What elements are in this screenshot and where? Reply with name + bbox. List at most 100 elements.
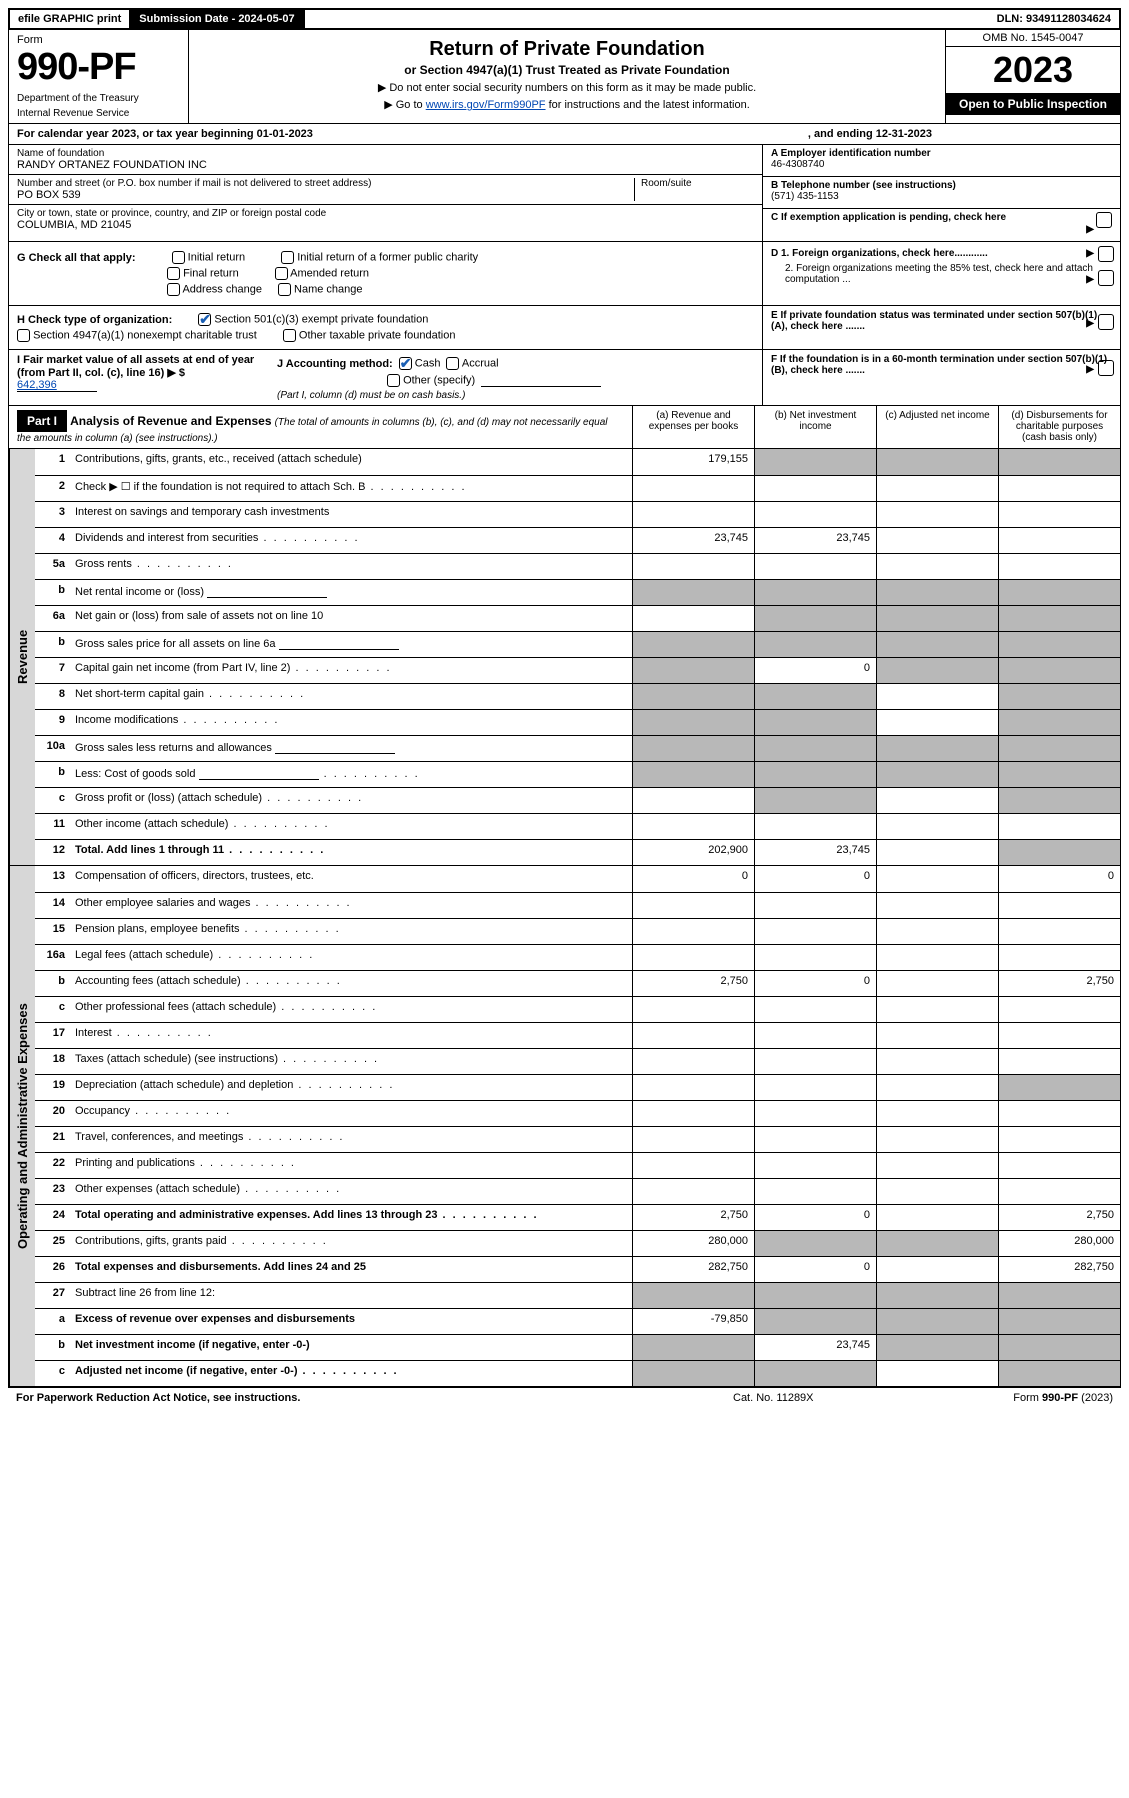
cell-d <box>998 502 1120 527</box>
table-row: 27Subtract line 26 from line 12: <box>35 1282 1120 1308</box>
footer-right: Form 990-PF (2023) <box>933 1392 1113 1404</box>
info-right: A Employer identification number 46-4308… <box>762 145 1120 241</box>
cb-amended[interactable] <box>275 267 288 280</box>
h-opt3: Other taxable private foundation <box>299 329 456 341</box>
cell-a <box>632 710 754 735</box>
cell-a <box>632 684 754 709</box>
cb-accrual[interactable] <box>446 357 459 370</box>
table-row: 21Travel, conferences, and meetings <box>35 1126 1120 1152</box>
cb-d1[interactable] <box>1098 246 1114 262</box>
g-section: G Check all that apply: Initial return I… <box>8 242 1121 306</box>
cell-c <box>876 1335 998 1360</box>
row-num: 5a <box>35 554 69 579</box>
cell-d: 2,750 <box>998 1205 1120 1230</box>
row-desc: Contributions, gifts, grants, etc., rece… <box>69 449 632 475</box>
arrow-icon: ▶ <box>1086 248 1094 259</box>
other-specify-input[interactable] <box>481 373 601 387</box>
revenue-rows: 1Contributions, gifts, grants, etc., rec… <box>35 449 1120 865</box>
table-row: 8Net short-term capital gain <box>35 683 1120 709</box>
cell-c <box>876 502 998 527</box>
arrow-icon: ▶ <box>1086 318 1094 329</box>
cell-d <box>998 1335 1120 1360</box>
cb-initial-return[interactable] <box>172 251 185 264</box>
table-row: bNet rental income or (loss) <box>35 579 1120 605</box>
opt-1: Initial return of a former public charit… <box>297 251 478 263</box>
row-num: c <box>35 788 69 813</box>
row-desc: Pension plans, employee benefits <box>69 919 632 944</box>
cell-b <box>754 997 876 1022</box>
opt-5: Name change <box>294 283 363 295</box>
c-checkbox[interactable] <box>1096 212 1112 228</box>
table-row: 4Dividends and interest from securities2… <box>35 527 1120 553</box>
cell-a <box>632 1023 754 1048</box>
opt-0: Initial return <box>188 251 245 263</box>
row-desc: Gross sales less returns and allowances <box>69 736 632 761</box>
revenue-table: Revenue 1Contributions, gifts, grants, e… <box>8 449 1121 866</box>
row-desc: Subtract line 26 from line 12: <box>69 1283 632 1308</box>
cb-initial-former[interactable] <box>281 251 294 264</box>
cb-cash[interactable] <box>399 357 412 370</box>
form-link[interactable]: www.irs.gov/Form990PF <box>426 99 546 111</box>
row-desc: Occupancy <box>69 1101 632 1126</box>
inline-input[interactable] <box>275 740 395 754</box>
cell-d <box>998 919 1120 944</box>
ein: 46-4308740 <box>771 159 1112 170</box>
cb-address-change[interactable] <box>167 283 180 296</box>
inline-input[interactable] <box>199 766 319 780</box>
row-num: 14 <box>35 893 69 918</box>
row-num: b <box>35 971 69 996</box>
row-desc: Other expenses (attach schedule) <box>69 1179 632 1204</box>
cell-d <box>998 840 1120 865</box>
table-row: bAccounting fees (attach schedule)2,7500… <box>35 970 1120 996</box>
row-desc: Depreciation (attach schedule) and deple… <box>69 1075 632 1100</box>
cell-d <box>998 606 1120 631</box>
cell-d <box>998 528 1120 553</box>
row-num: 21 <box>35 1127 69 1152</box>
footer-mid: Cat. No. 11289X <box>733 1392 933 1404</box>
cell-a <box>632 1049 754 1074</box>
arrow-icon: ▶ <box>1086 224 1094 235</box>
j-label: J Accounting method: <box>277 358 393 370</box>
c-cell: C If exemption application is pending, c… <box>763 209 1120 241</box>
cell-d <box>998 449 1120 475</box>
cell-a <box>632 658 754 683</box>
row-desc: Other employee salaries and wages <box>69 893 632 918</box>
cell-a <box>632 893 754 918</box>
fmv-link[interactable]: 642,396 <box>17 379 57 391</box>
table-row: 1Contributions, gifts, grants, etc., rec… <box>35 449 1120 475</box>
row-desc: Printing and publications <box>69 1153 632 1178</box>
opt-3: Amended return <box>290 267 369 279</box>
cb-name-change[interactable] <box>278 283 291 296</box>
calyear-text: For calendar year 2023, or tax year begi… <box>17 128 313 140</box>
inline-input[interactable] <box>279 636 399 650</box>
cb-501c3[interactable] <box>198 313 211 326</box>
efile-label[interactable]: efile GRAPHIC print <box>10 10 131 28</box>
d-right: D 1. Foreign organizations, check here..… <box>762 242 1120 305</box>
cell-a <box>632 945 754 970</box>
cb-e[interactable] <box>1098 314 1114 330</box>
ij-section: I Fair market value of all assets at end… <box>8 350 1121 406</box>
cb-final-return[interactable] <box>167 267 180 280</box>
cb-4947[interactable] <box>17 329 30 342</box>
cell-b: 0 <box>754 658 876 683</box>
cell-a <box>632 762 754 787</box>
cell-d <box>998 632 1120 657</box>
cell-c <box>876 710 998 735</box>
cell-b <box>754 945 876 970</box>
cb-other-method[interactable] <box>387 374 400 387</box>
cell-b: 23,745 <box>754 1335 876 1360</box>
cell-b <box>754 762 876 787</box>
cell-d <box>998 580 1120 605</box>
row-desc: Compensation of officers, directors, tru… <box>69 866 632 892</box>
h-section: H Check type of organization: Section 50… <box>8 306 1121 350</box>
cell-d <box>998 1179 1120 1204</box>
cb-d2[interactable] <box>1098 270 1114 286</box>
inline-input[interactable] <box>207 584 327 598</box>
cb-f[interactable] <box>1098 360 1114 376</box>
opt-2: Final return <box>183 267 239 279</box>
cell-d <box>998 1023 1120 1048</box>
cb-other-taxable[interactable] <box>283 329 296 342</box>
e-right: E If private foundation status was termi… <box>762 306 1120 349</box>
row-num: 2 <box>35 476 69 501</box>
row-desc: Gross rents <box>69 554 632 579</box>
